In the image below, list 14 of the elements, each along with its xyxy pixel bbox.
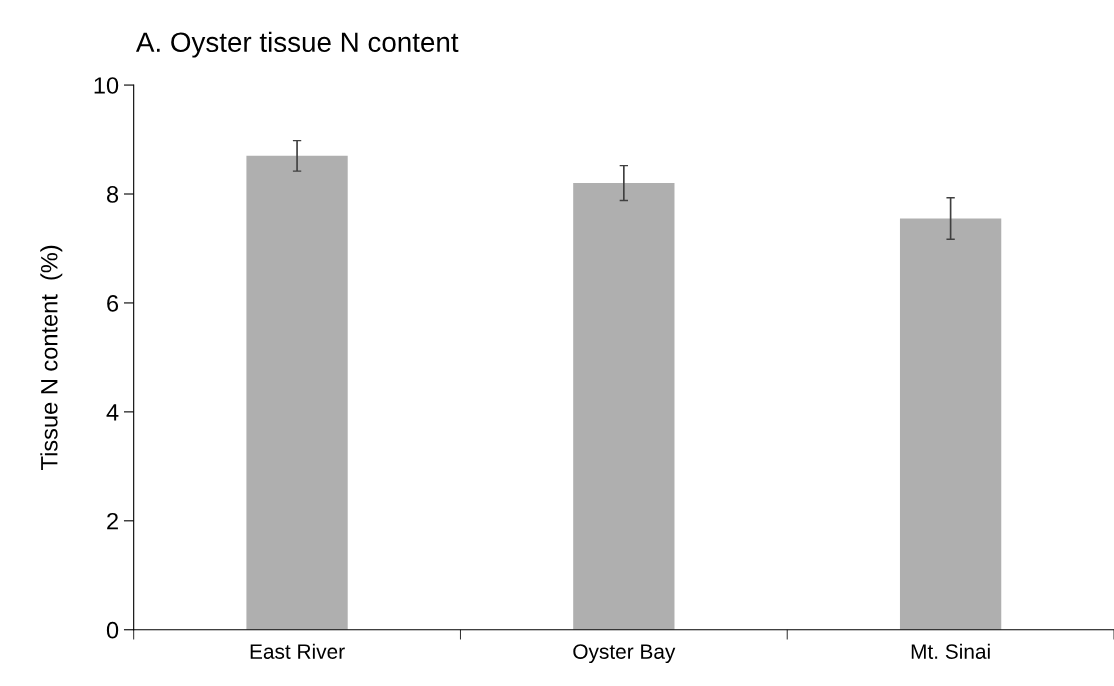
x-tick-label: Oyster Bay — [573, 644, 676, 664]
y-tick-label: 4 — [106, 404, 119, 421]
x-tick-label: Mt. Sinai — [911, 643, 990, 659]
bar — [573, 183, 675, 630]
x-tick-label: East River — [250, 643, 345, 659]
y-tick-label: 8 — [106, 186, 119, 203]
chart-title: A. Oyster tissue N content — [135, 31, 459, 58]
y-tick-label: 10 — [94, 77, 119, 94]
bar — [899, 218, 1002, 630]
y-axis-title: Tissue N content (%) — [40, 245, 63, 470]
bar — [246, 155, 348, 630]
y-tick-label: 0 — [106, 621, 119, 639]
y-tick-label: 2 — [107, 512, 118, 530]
y-tick-label: 6 — [107, 295, 119, 312]
